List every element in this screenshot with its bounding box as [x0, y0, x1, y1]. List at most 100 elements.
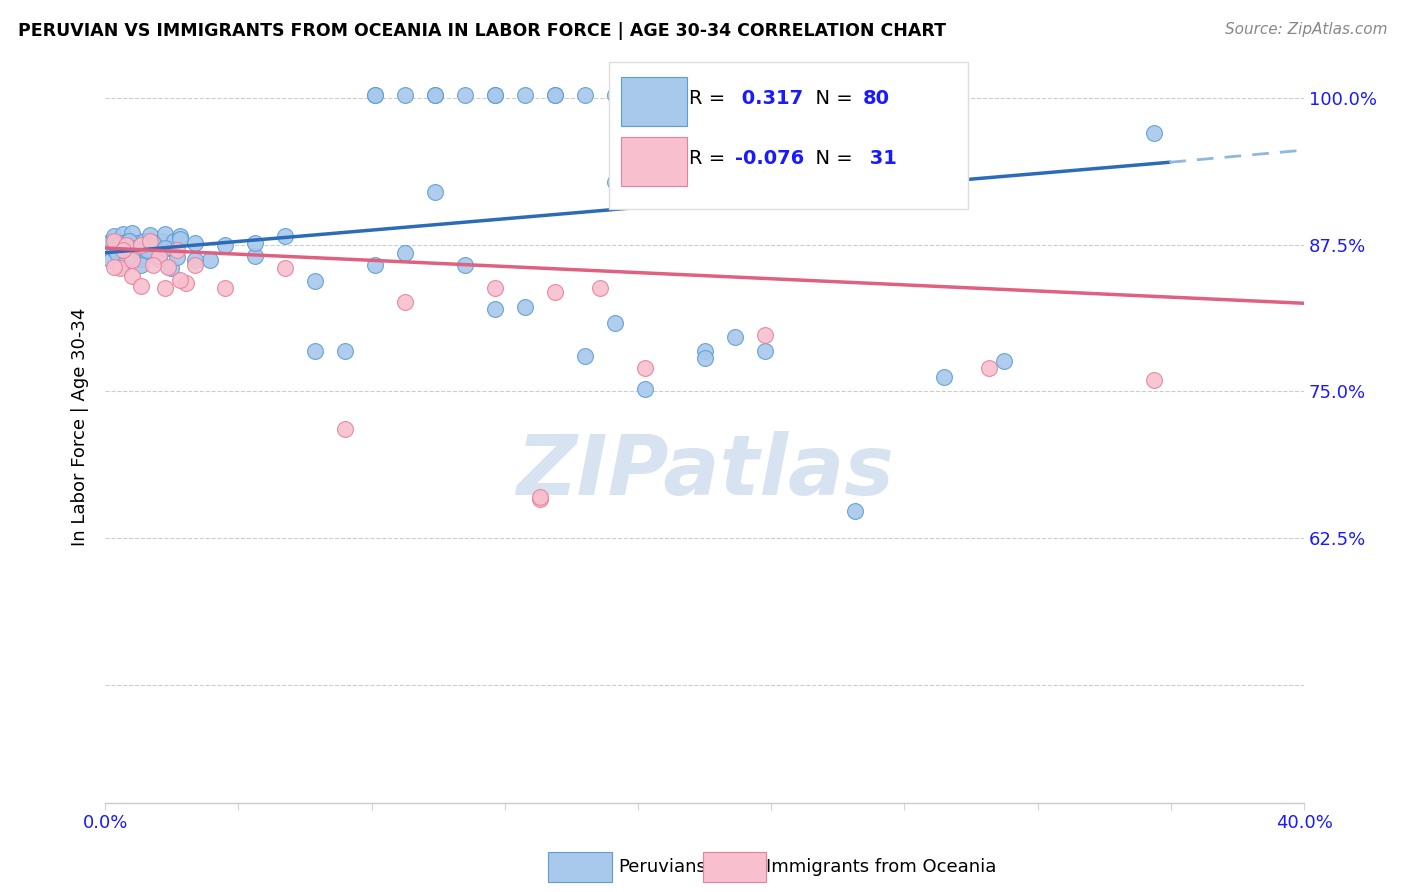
Point — [134, 234, 156, 248]
Point — [513, 300, 536, 314]
Text: Source: ZipAtlas.com: Source: ZipAtlas.com — [1225, 22, 1388, 37]
Point — [574, 88, 596, 103]
Point — [129, 237, 152, 252]
Point — [394, 245, 416, 260]
Text: N =: N = — [803, 88, 859, 108]
Point — [484, 281, 506, 295]
Point — [118, 233, 141, 247]
Point — [148, 252, 170, 266]
Point — [124, 241, 146, 255]
Point — [484, 88, 506, 103]
Point — [157, 241, 180, 255]
Point — [153, 241, 176, 255]
Point — [423, 88, 446, 103]
Point — [118, 234, 141, 248]
Point — [136, 244, 159, 258]
Point — [454, 88, 477, 103]
Point — [112, 244, 135, 258]
Text: 0.317: 0.317 — [734, 88, 803, 108]
Point — [108, 236, 131, 251]
Point — [589, 281, 612, 295]
Text: ZIPatlas: ZIPatlas — [516, 431, 894, 512]
Point — [243, 236, 266, 251]
Point — [105, 245, 128, 260]
Point — [108, 236, 131, 251]
Point — [454, 258, 477, 272]
Point — [184, 236, 207, 251]
Point — [103, 242, 125, 256]
Point — [693, 351, 716, 366]
Point — [169, 229, 191, 244]
Point — [394, 295, 416, 310]
Point — [634, 360, 657, 375]
Text: PERUVIAN VS IMMIGRANTS FROM OCEANIA IN LABOR FORCE | AGE 30-34 CORRELATION CHART: PERUVIAN VS IMMIGRANTS FROM OCEANIA IN L… — [18, 22, 946, 40]
FancyBboxPatch shape — [620, 137, 686, 186]
Point — [603, 316, 626, 330]
Point — [214, 281, 236, 295]
Point — [153, 281, 176, 295]
Point — [139, 228, 162, 243]
Point — [544, 285, 567, 299]
Point — [198, 252, 221, 267]
Point — [364, 258, 387, 272]
Point — [142, 236, 165, 251]
Point — [169, 273, 191, 287]
Point — [166, 244, 188, 258]
Point — [603, 88, 626, 103]
Point — [100, 234, 122, 248]
Point — [513, 88, 536, 103]
Point — [129, 252, 152, 266]
Point — [934, 370, 956, 384]
Point — [121, 251, 143, 265]
Point — [121, 252, 143, 267]
Point — [129, 258, 152, 272]
Text: 80: 80 — [863, 88, 890, 108]
FancyBboxPatch shape — [620, 77, 686, 126]
Point — [124, 244, 146, 258]
Point — [529, 492, 551, 507]
Point — [129, 278, 152, 293]
Point — [153, 227, 176, 241]
Point — [127, 236, 149, 251]
Point — [169, 232, 191, 246]
Point — [723, 330, 745, 344]
Point — [1143, 373, 1166, 387]
Point — [139, 234, 162, 248]
Point — [574, 349, 596, 363]
Point — [844, 504, 866, 518]
Point — [103, 229, 125, 244]
Point — [544, 88, 567, 103]
Text: Immigrants from Oceania: Immigrants from Oceania — [766, 858, 997, 876]
Point — [148, 249, 170, 263]
Point — [115, 237, 138, 252]
Point — [157, 260, 180, 274]
Point — [754, 344, 776, 359]
Point — [364, 88, 387, 103]
Point — [142, 258, 165, 272]
Point — [243, 249, 266, 263]
Point — [121, 269, 143, 284]
Point — [105, 242, 128, 256]
Point — [174, 277, 197, 291]
Point — [115, 241, 138, 255]
Point — [145, 251, 167, 265]
Point — [103, 234, 125, 248]
Point — [304, 274, 326, 288]
Point — [166, 251, 188, 265]
Point — [150, 234, 173, 248]
Point — [108, 260, 131, 275]
Text: R =: R = — [689, 88, 731, 108]
Text: 31: 31 — [863, 149, 897, 168]
Point — [979, 360, 1001, 375]
Point — [103, 260, 125, 274]
Point — [184, 252, 207, 267]
Text: -0.076: -0.076 — [734, 149, 804, 168]
Point — [274, 260, 297, 275]
Point — [693, 344, 716, 359]
Point — [163, 234, 186, 248]
Point — [115, 241, 138, 255]
Point — [214, 237, 236, 252]
Point — [100, 252, 122, 267]
FancyBboxPatch shape — [609, 62, 969, 209]
Point — [333, 344, 356, 359]
